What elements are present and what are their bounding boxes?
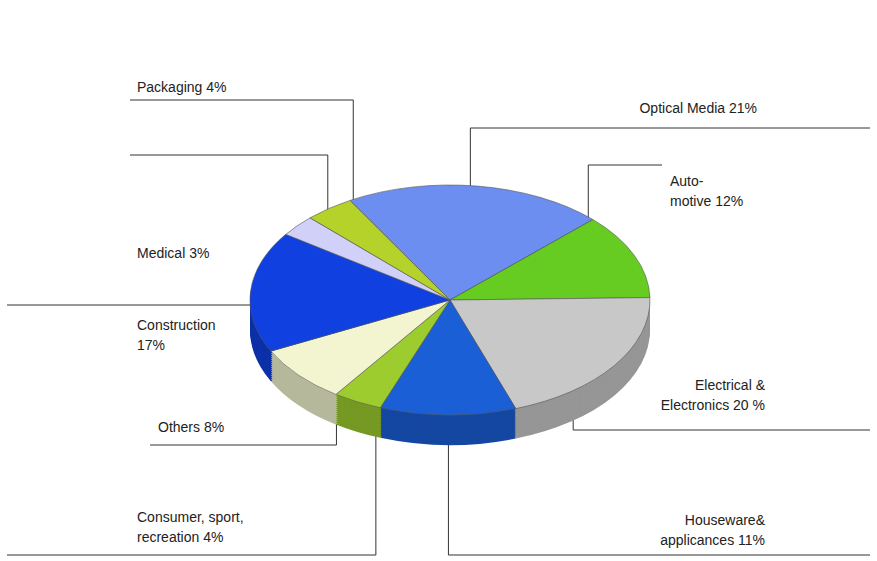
label-name: Construction xyxy=(137,317,216,333)
label-value: 11% xyxy=(738,532,765,548)
label-name: Others xyxy=(158,419,204,435)
slice xyxy=(450,220,650,300)
slice-label: Houseware&applicances 11% xyxy=(660,512,765,548)
label-name: Packaging xyxy=(137,79,206,95)
pie xyxy=(250,185,650,445)
label-name: Consumer, sport, xyxy=(137,509,244,525)
slice-label: Others 8% xyxy=(158,419,224,435)
slice-label: Medical 3% xyxy=(137,245,209,261)
label-name: Electrical & xyxy=(695,377,766,393)
leader-line xyxy=(130,100,353,227)
label-value: 20 % xyxy=(733,397,765,413)
label-value: 12% xyxy=(715,193,743,209)
label-value: 21% xyxy=(729,100,757,116)
label-value: 4% xyxy=(206,79,226,95)
label-name: Houseware& xyxy=(685,512,766,528)
label-name: recreation xyxy=(137,529,203,545)
labels: Optical Media 21% Auto-motive 12% Electric… xyxy=(137,79,766,548)
label-name: Auto- xyxy=(670,173,704,189)
label-value: 17% xyxy=(137,337,165,353)
slice-label: Packaging 4% xyxy=(137,79,227,95)
label-name: motive xyxy=(670,193,715,209)
label-name: Electronics xyxy=(661,397,733,413)
label-value: 8% xyxy=(204,419,224,435)
slice-top-layer xyxy=(250,185,650,415)
label-name: Medical xyxy=(137,245,189,261)
label-name: Optical Media xyxy=(639,100,728,116)
label-name: applicances xyxy=(660,532,738,548)
slice-label: Consumer, sport, recreation 4% xyxy=(137,509,244,545)
leaders xyxy=(7,100,870,555)
slice-label: Optical Media 21% xyxy=(639,100,757,116)
label-value: 4% xyxy=(203,529,223,545)
chart: Optical Media 21% Auto-motive 12% Electric… xyxy=(0,0,877,561)
label-value: 3% xyxy=(189,245,209,261)
slice-label: Auto-motive 12% xyxy=(670,173,743,209)
slice-label: Construction 17% xyxy=(137,317,216,353)
slice xyxy=(310,200,450,300)
slice-label: Electrical & Electronics 20 % xyxy=(661,377,766,413)
